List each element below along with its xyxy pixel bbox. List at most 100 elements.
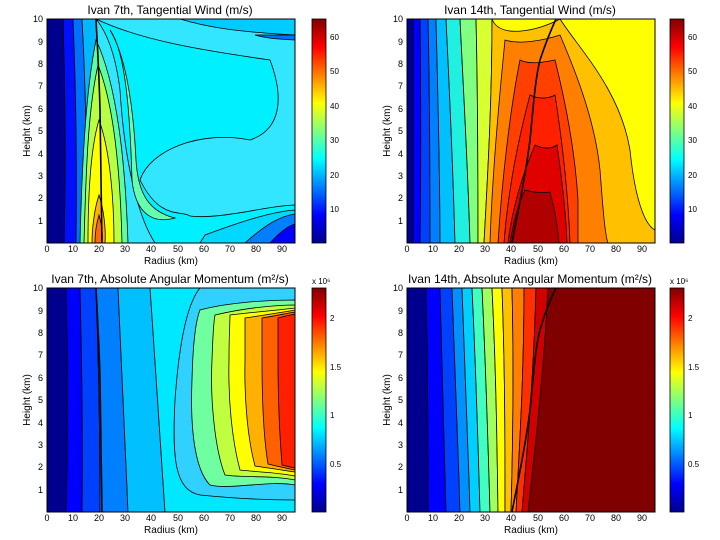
colorbar-gradient xyxy=(669,287,685,513)
y-tick-label: 4 xyxy=(398,149,403,159)
colorbar-tick-label: 10 xyxy=(330,205,339,214)
y-tick-label: 6 xyxy=(398,104,403,114)
contour-field xyxy=(406,18,656,244)
y-tick-label: 4 xyxy=(38,149,43,159)
y-tick-label: 9 xyxy=(398,306,403,316)
y-tick-label: 10 xyxy=(393,283,403,293)
colorbar-tick-label: 30 xyxy=(330,136,339,145)
panel-title: Ivan 7th, Tangential Wind (m/s) xyxy=(87,3,252,17)
x-tick-label: 40 xyxy=(506,513,516,523)
colorbar-tick-label: 2 xyxy=(330,314,335,323)
y-tick-label: 6 xyxy=(398,373,403,383)
panel-title: Ivan 14th, Absolute Angular Momentum (m²… xyxy=(408,272,652,286)
colorbar: x 10⁶ 0.5 1 1.5 2 xyxy=(311,277,342,513)
y-tick-label: 7 xyxy=(398,350,403,360)
x-tick-label: 60 xyxy=(199,513,209,523)
colorbar-tick-label: 20 xyxy=(330,171,339,180)
colorbar-tick-label: 0.5 xyxy=(688,460,700,469)
x-tick-label: 40 xyxy=(146,244,156,254)
x-tick-label: 70 xyxy=(585,513,595,523)
plot-frame xyxy=(46,18,296,244)
contour-band xyxy=(46,287,68,513)
panel-title: Ivan 7th, Absolute Angular Momentum (m²/… xyxy=(51,272,288,286)
panel-tw-14th: Ivan 14th, Tangential Wind (m/s) 0 10 20… xyxy=(382,3,697,267)
y-axis-label: Height (km) xyxy=(22,105,33,157)
plot-frame xyxy=(406,287,656,513)
x-tick-label: 30 xyxy=(480,513,490,523)
y-tick-label: 3 xyxy=(398,171,403,181)
x-tick-label: 0 xyxy=(404,513,409,523)
colorbar-tick-label: 30 xyxy=(688,136,697,145)
rmw-line xyxy=(95,18,103,244)
x-tick-label: 10 xyxy=(68,513,78,523)
contour-band xyxy=(412,18,422,244)
x-tick-label: 80 xyxy=(611,244,621,254)
x-ticks: 0 10 20 30 40 50 60 70 80 90 xyxy=(44,244,287,254)
y-tick-label: 8 xyxy=(38,59,43,69)
x-tick-label: 30 xyxy=(120,244,130,254)
colorbar-tick-label: 2 xyxy=(688,314,693,323)
x-tick-label: 70 xyxy=(225,244,235,254)
y-tick-label: 7 xyxy=(398,81,403,91)
contour-field xyxy=(46,287,296,513)
colorbar: 10 20 30 40 50 60 xyxy=(311,18,339,244)
y-axis-label: Height (km) xyxy=(382,374,393,426)
plot-frame xyxy=(46,287,296,513)
x-tick-label: 90 xyxy=(637,513,647,523)
x-tick-label: 20 xyxy=(454,244,464,254)
x-tick-label: 80 xyxy=(251,244,261,254)
colorbar-gradient xyxy=(311,18,327,244)
x-tick-label: 30 xyxy=(480,244,490,254)
colorbar-tick-label: 50 xyxy=(688,67,697,76)
x-ticks: 0 10 20 30 40 50 60 70 80 90 xyxy=(404,244,647,254)
x-tick-label: 90 xyxy=(637,244,647,254)
y-tick-label: 6 xyxy=(38,104,43,114)
y-tick-label: 1 xyxy=(38,485,43,495)
y-tick-label: 3 xyxy=(38,440,43,450)
colorbar: x 10⁶ 0.5 1 1.5 2 xyxy=(669,277,700,513)
y-tick-label: 7 xyxy=(38,81,43,91)
colorbar-tick-label: 1.5 xyxy=(330,363,342,372)
y-tick-label: 5 xyxy=(398,395,403,405)
panel-aam-7th: Ivan 7th, Absolute Angular Momentum (m²/… xyxy=(22,272,342,536)
y-ticks: 1 2 3 4 5 6 7 8 9 10 xyxy=(393,283,403,495)
x-tick-label: 90 xyxy=(277,244,287,254)
y-axis-label: Height (km) xyxy=(22,374,33,426)
x-tick-label: 80 xyxy=(611,513,621,523)
colorbar-tick-label: 10 xyxy=(688,205,697,214)
x-tick-label: 90 xyxy=(277,513,287,523)
y-tick-label: 6 xyxy=(38,373,43,383)
x-ticks: 0 10 20 30 40 50 60 70 80 90 xyxy=(44,513,287,523)
x-tick-label: 0 xyxy=(404,244,409,254)
y-tick-label: 9 xyxy=(38,37,43,47)
rmw-line xyxy=(95,287,103,513)
colorbar-tick-label: 40 xyxy=(688,102,697,111)
y-tick-label: 5 xyxy=(398,126,403,136)
x-tick-label: 60 xyxy=(199,244,209,254)
colorbar-exponent: x 10⁶ xyxy=(670,277,688,286)
contour-band xyxy=(406,18,414,244)
x-tick-label: 0 xyxy=(44,513,49,523)
y-tick-label: 9 xyxy=(38,306,43,316)
x-tick-label: 40 xyxy=(146,513,156,523)
y-axis-label: Height (km) xyxy=(382,105,393,157)
contour-band xyxy=(46,18,66,244)
x-axis-label: Radius (km) xyxy=(504,525,558,536)
x-tick-label: 60 xyxy=(559,513,569,523)
x-tick-label: 70 xyxy=(225,513,235,523)
y-tick-label: 8 xyxy=(398,328,403,338)
colorbar-tick-label: 0.5 xyxy=(330,460,342,469)
y-tick-label: 1 xyxy=(398,485,403,495)
x-tick-label: 50 xyxy=(533,244,543,254)
colorbar-gradient xyxy=(669,18,685,244)
y-tick-label: 2 xyxy=(38,193,43,203)
colorbar-exponent: x 10⁶ xyxy=(312,277,330,286)
colorbar-tick-label: 1 xyxy=(330,411,335,420)
x-tick-label: 20 xyxy=(454,513,464,523)
contour-band xyxy=(406,287,429,513)
y-tick-label: 2 xyxy=(38,462,43,472)
y-tick-label: 7 xyxy=(38,350,43,360)
x-tick-label: 40 xyxy=(506,244,516,254)
plot-frame xyxy=(406,18,656,244)
